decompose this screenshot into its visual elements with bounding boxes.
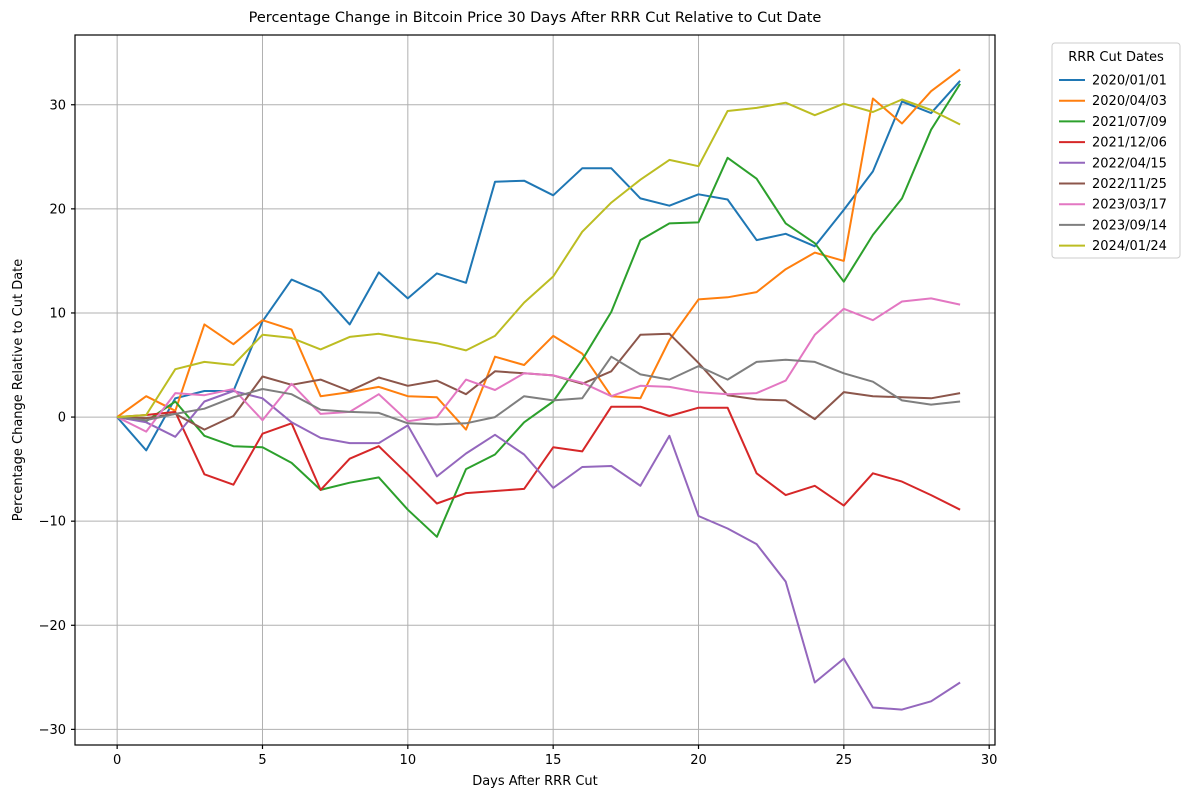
series-line-2023-03-17 [116,297,961,433]
x-axis-label: Days After RRR Cut [472,774,598,789]
legend-label: 2023/03/17 [1092,198,1167,213]
x-tick-label: 25 [836,753,853,768]
y-tick-label: 30 [49,98,66,113]
y-tick-label: 10 [49,306,66,321]
legend-item-2022-04-15: 2022/04/15 [1059,156,1167,171]
x-axis: 0 5 10 15 20 25 30 [113,745,997,768]
series-line-2024-01-24 [117,98,961,419]
legend-item-2020-04-03: 2020/04/03 [1059,94,1167,109]
series-line-2023-09-14 [116,355,961,426]
series-line-2021-07-09 [116,83,961,538]
legend: RRR Cut Dates 2020/01/01 2020/04/03 2021/07… [1051,42,1181,259]
legend-item-2024-01-24: 2024/01/24 [1059,239,1167,254]
y-tick-label: 20 [49,202,66,217]
legend-label: 2022/04/15 [1092,156,1167,171]
legend-item-2021-12-06: 2021/12/06 [1059,136,1167,151]
chart-title: Percentage Change in Bitcoin Price 30 Da… [249,10,822,26]
series-line-2022-04-15 [116,390,961,711]
legend-item-2020-01-01: 2020/01/01 [1059,74,1167,89]
legend-label: 2021/12/06 [1092,136,1167,151]
legend-item-2023-09-14: 2023/09/14 [1059,218,1167,233]
series-lines [116,68,961,711]
x-tick-label: 5 [258,753,266,768]
legend-item-2023-03-17: 2023/03/17 [1059,198,1167,213]
y-tick-label: −20 [39,619,66,634]
legend-item-2021-07-09: 2021/07/09 [1059,115,1167,130]
legend-label: 2020/04/03 [1092,94,1167,109]
series-line-2021-12-06 [117,405,961,511]
y-tick-label: 0 [58,411,66,426]
legend-label: 2020/01/01 [1092,74,1167,89]
series-line-2020-01-01 [116,80,961,452]
y-tick-label: −30 [39,723,66,738]
x-tick-label: 15 [545,753,562,768]
legend-title: RRR Cut Dates [1068,50,1164,65]
legend-label: 2024/01/24 [1092,239,1167,254]
series-line-2020-04-03 [116,68,961,431]
plot-border [74,34,996,746]
x-tick-label: 10 [400,753,417,768]
x-tick-label: 0 [113,753,121,768]
series-line-2022-11-25 [117,332,961,431]
x-tick-label: 30 [981,753,998,768]
x-tick-label: 20 [690,753,707,768]
y-tick-label: −10 [39,515,66,530]
legend-label: 2022/11/25 [1092,177,1167,192]
legend-item-2022-11-25: 2022/11/25 [1059,177,1167,192]
legend-label: 2021/07/09 [1092,115,1167,130]
y-axis-label: Percentage Change Relative to Cut Date [11,259,26,522]
y-axis: −30 −20 −10 0 10 20 30 [39,98,75,738]
legend-label: 2023/09/14 [1092,218,1167,233]
